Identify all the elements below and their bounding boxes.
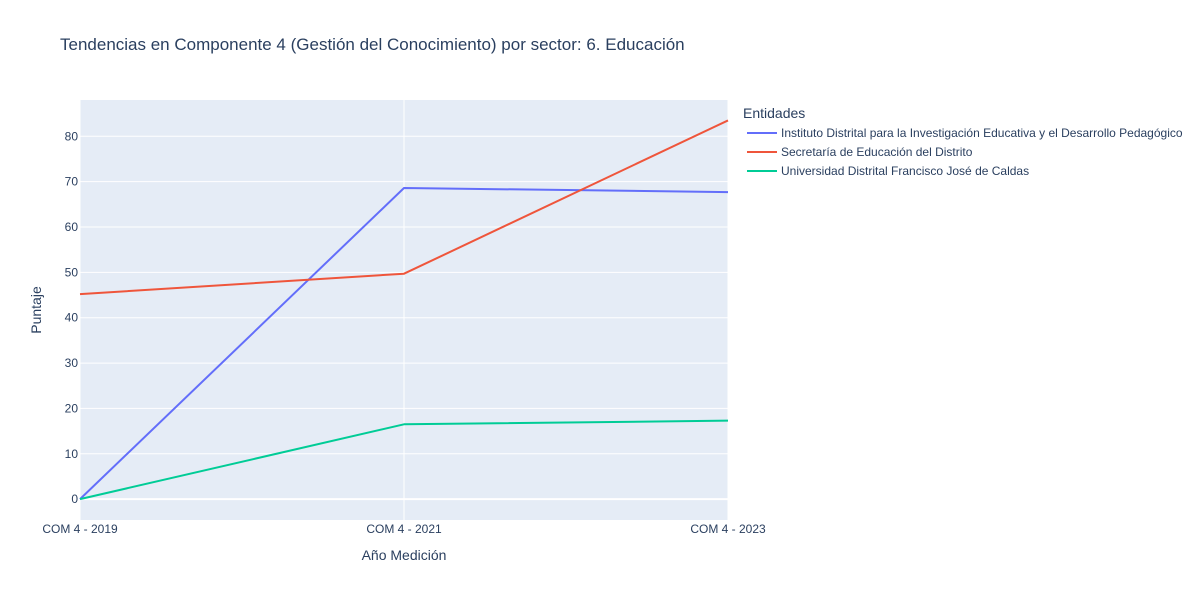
series-line-2	[79, 119, 729, 296]
y-tick-label: 80	[65, 129, 79, 143]
legend-title: Entidades	[743, 105, 805, 121]
legend-label: Instituto Distrital para la Investigació…	[781, 126, 1183, 140]
x-tick-labels: COM 4 - 2019 COM 4 - 2021 COM 4 - 2023	[42, 522, 766, 536]
x-tick-label: COM 4 - 2019	[42, 522, 118, 536]
x-tick-label: COM 4 - 2023	[690, 522, 766, 536]
y-tick-label: 0	[71, 492, 78, 506]
legend-item[interactable]: Instituto Distrital para la Investigació…	[747, 126, 1183, 140]
x-axis-title: Año Medición	[362, 547, 447, 563]
y-tick-label: 10	[65, 447, 79, 461]
y-tick-label: 70	[65, 175, 79, 189]
y-tick-label: 40	[65, 311, 79, 325]
y-tick-label: 20	[65, 401, 79, 415]
legend-item[interactable]: Universidad Distrital Francisco José de …	[747, 164, 1029, 178]
y-axis-title: Puntaje	[28, 286, 44, 334]
y-tick-label: 30	[65, 356, 79, 370]
series-line-1	[79, 186, 729, 500]
chart-title: Tendencias en Componente 4 (Gestión del …	[60, 35, 685, 54]
series-line-3	[79, 419, 729, 501]
legend-label: Universidad Distrital Francisco José de …	[781, 164, 1029, 178]
legend-item[interactable]: Secretaría de Educación del Distrito	[747, 145, 973, 159]
legend-label: Secretaría de Educación del Distrito	[781, 145, 973, 159]
legend[interactable]: Instituto Distrital para la Investigació…	[747, 126, 1183, 178]
y-tick-labels: 0 10 20 30 40 50 60 70 80	[65, 129, 79, 506]
y-tick-label: 60	[65, 220, 79, 234]
y-tick-label: 50	[65, 265, 79, 279]
grid-layer	[79, 100, 729, 520]
x-tick-label: COM 4 - 2021	[366, 522, 442, 536]
series-layer	[79, 119, 729, 501]
